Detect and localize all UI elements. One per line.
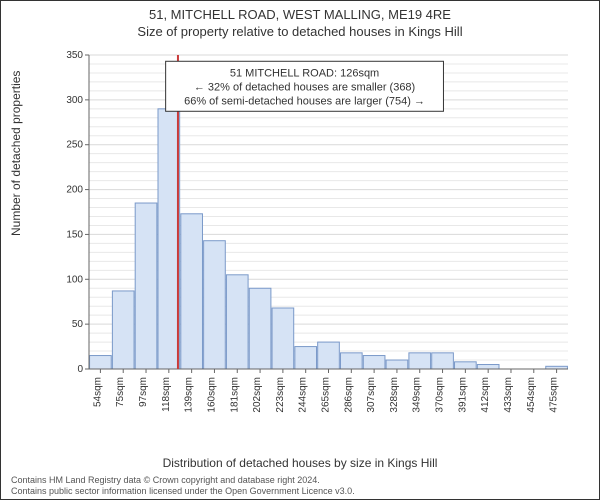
svg-text:223sqm: 223sqm [275,377,286,413]
svg-text:265sqm: 265sqm [321,377,332,413]
svg-text:250: 250 [66,140,83,151]
svg-text:244sqm: 244sqm [298,377,309,413]
svg-text:50: 50 [72,319,84,330]
svg-text:200: 200 [66,185,83,196]
svg-text:300: 300 [66,95,83,106]
svg-text:328sqm: 328sqm [389,377,400,413]
svg-text:← 32% of detached houses are s: ← 32% of detached houses are smaller (36… [194,81,415,93]
svg-text:150: 150 [66,229,83,240]
svg-text:54sqm: 54sqm [92,377,103,407]
attribution-line-2: Contains public sector information licen… [11,486,355,496]
y-axis-label: Number of detached properties [9,71,23,236]
svg-text:97sqm: 97sqm [138,377,149,407]
svg-text:202sqm: 202sqm [252,377,263,413]
svg-text:370sqm: 370sqm [435,377,446,413]
svg-text:412sqm: 412sqm [480,377,491,413]
svg-text:75sqm: 75sqm [115,377,126,407]
attribution: Contains HM Land Registry data © Crown c… [11,475,355,496]
chart-container: 51, MITCHELL ROAD, WEST MALLING, ME19 4R… [0,0,600,500]
svg-text:139sqm: 139sqm [184,377,195,413]
plot-area: 0 50 100 150 200 250 300 350 54sqm 75sqm 97sqm 118s… [59,51,574,421]
svg-text:66% of semi-detached houses ar: 66% of semi-detached houses are larger (… [184,95,425,107]
svg-text:475sqm: 475sqm [549,377,560,413]
svg-text:286sqm: 286sqm [343,377,354,413]
svg-text:100: 100 [66,274,83,285]
svg-text:0: 0 [77,364,83,375]
page-title: 51, MITCHELL ROAD, WEST MALLING, ME19 4R… [1,1,599,22]
chart-svg: 0 50 100 150 200 250 300 350 54sqm 75sqm 97sqm 118s… [59,51,574,421]
attribution-line-1: Contains HM Land Registry data © Crown c… [11,475,320,485]
svg-text:391sqm: 391sqm [457,377,468,413]
svg-text:51 MITCHELL ROAD: 126sqm: 51 MITCHELL ROAD: 126sqm [230,67,379,79]
x-axis-label: Distribution of detached houses by size … [1,456,599,470]
chart-subtitle: Size of property relative to detached ho… [1,22,599,39]
svg-text:454sqm: 454sqm [526,377,537,413]
svg-text:350: 350 [66,51,83,61]
svg-text:349sqm: 349sqm [412,377,423,413]
svg-text:307sqm: 307sqm [366,377,377,413]
svg-text:118sqm: 118sqm [161,377,172,412]
svg-text:160sqm: 160sqm [206,377,217,413]
svg-text:433sqm: 433sqm [503,377,514,413]
svg-text:181sqm: 181sqm [229,377,240,413]
